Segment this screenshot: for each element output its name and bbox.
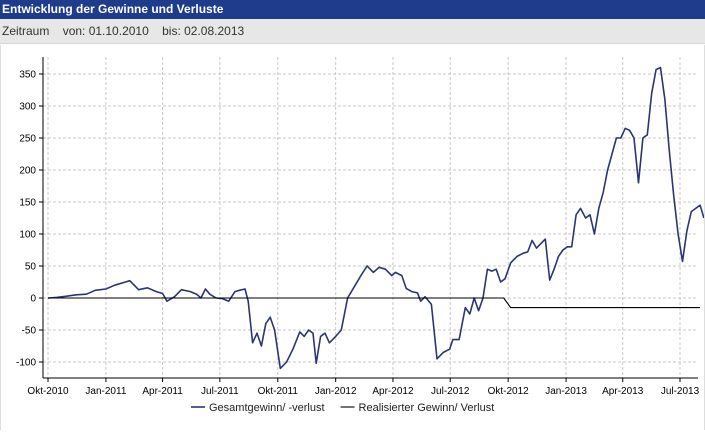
x-tick-label: Jan-2013	[545, 386, 587, 397]
x-tick-label: Jul-2012	[431, 386, 470, 397]
chart-title: Entwicklung der Gewinne und Verluste	[0, 0, 705, 19]
x-tick-label: Jul-2013	[661, 386, 700, 397]
x-tick-label: Okt-2011	[258, 386, 299, 397]
y-tick-label: 150	[19, 198, 36, 209]
y-tick-label: -100	[16, 358, 36, 369]
period-label: Zeitraum	[2, 24, 50, 38]
series-line-realized	[48, 297, 701, 309]
x-tick-label: Apr-2013	[602, 386, 644, 397]
y-tick-label: 300	[19, 102, 36, 113]
y-tick-label: 100	[19, 230, 36, 241]
grid-lines	[43, 57, 698, 378]
chart-area: 350 300 250 200 150 100 50 0 -50 -100 Okt-2010 Jan…	[0, 45, 705, 430]
x-tick-label: Jan-2011	[85, 386, 126, 397]
x-tick-label: Jan-2012	[315, 386, 357, 397]
x-tick-label: Okt-2012	[488, 386, 530, 397]
x-axis: Okt-2010 Jan-2011 Apr-2011 Jul-2011 Okt-2011…	[27, 377, 700, 397]
y-tick-label: 250	[19, 134, 36, 145]
y-tick-label: -50	[22, 326, 37, 337]
profit-loss-chart: 350 300 250 200 150 100 50 0 -50 -100 Okt-2010 Jan…	[16, 57, 705, 414]
legend-label: Realisierter Gewinn/ Verlust	[359, 402, 495, 414]
period-from: von: 01.10.2010	[62, 24, 149, 38]
x-tick-label: Jul-2011	[201, 386, 239, 397]
period-to: bis: 02.08.2013	[162, 24, 245, 38]
x-tick-label: Okt-2010	[27, 386, 69, 397]
period-bar: Zeitraum von: 01.10.2010 bis: 02.08.2013	[0, 19, 705, 44]
y-tick-label: 50	[25, 262, 37, 273]
x-tick-label: Apr-2011	[142, 386, 183, 397]
y-tick-label: 200	[19, 166, 36, 177]
x-tick-label: Apr-2012	[372, 386, 414, 397]
legend-label: Gesamtgewinn/ -verlust	[209, 402, 325, 414]
series-line-total	[47, 66, 705, 370]
y-axis: 350 300 250 200 150 100 50 0 -50 -100	[16, 57, 44, 378]
series-lines	[47, 66, 705, 370]
y-tick-label: 350	[19, 70, 36, 81]
legend: Gesamtgewinn/ -verlust Realisierter Gewin…	[191, 402, 494, 414]
y-tick-label: 0	[30, 294, 36, 305]
